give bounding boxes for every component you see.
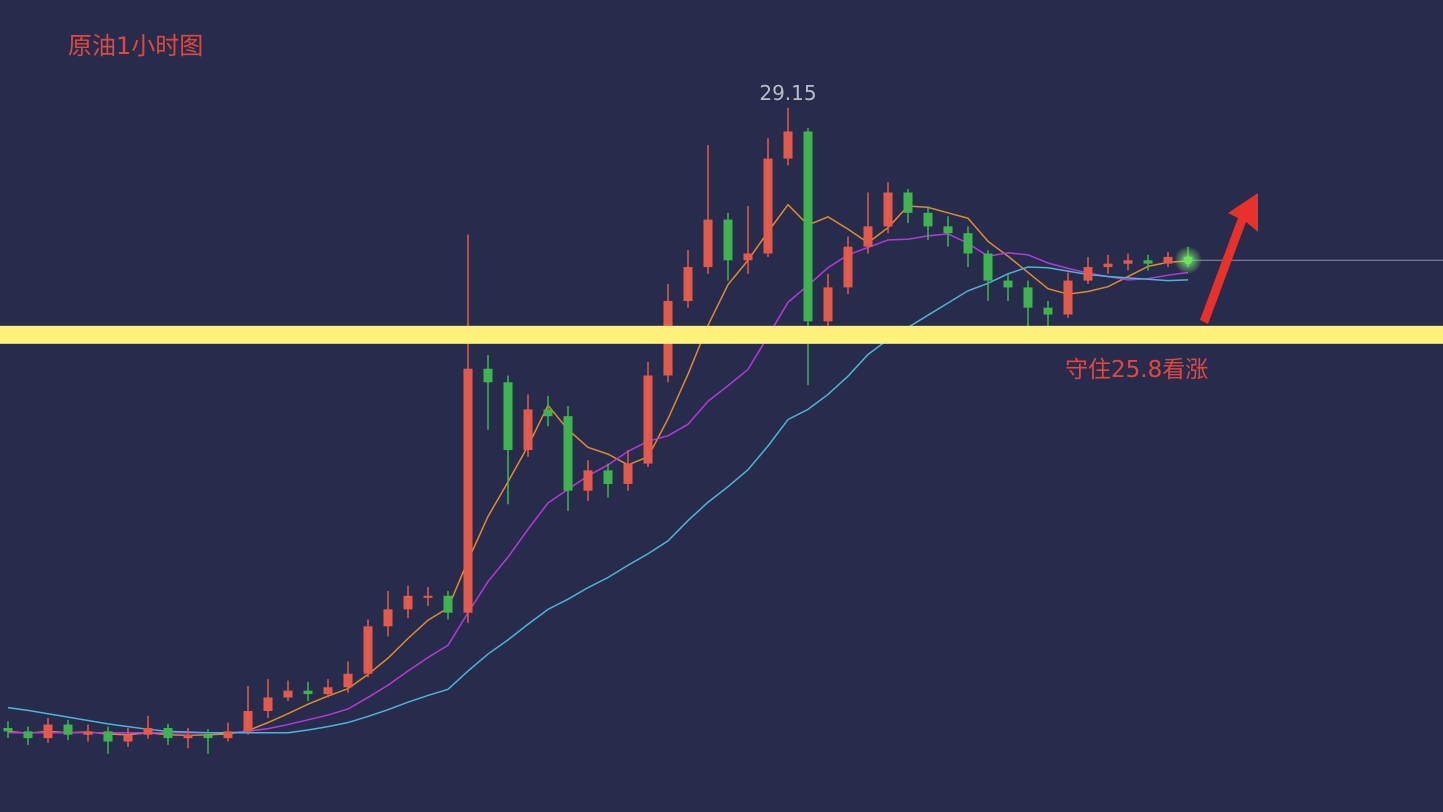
annotation: 守住25.8看涨 [1065, 357, 1208, 383]
candle-body [163, 727, 173, 739]
candle-body [223, 731, 233, 739]
candle-body [1123, 260, 1133, 264]
candle-body [963, 233, 973, 254]
candle-body [723, 219, 733, 261]
candle-body [203, 734, 213, 739]
chart-title: 原油1小时图 [68, 32, 203, 60]
candle-body [683, 267, 693, 301]
plot: 29.15 [0, 81, 1443, 754]
candle-body [303, 690, 313, 695]
candle-body [423, 595, 433, 598]
candle-body [1063, 280, 1073, 315]
support-line [0, 325, 1443, 344]
candle-body [883, 192, 893, 227]
candle-body [923, 212, 933, 227]
candle-body [1083, 267, 1093, 281]
candle-body [1023, 287, 1033, 308]
candle-body [43, 724, 53, 739]
candle-body [703, 219, 713, 268]
candle-body [903, 192, 913, 213]
candle-body [463, 368, 473, 613]
moving-average-line [7, 266, 1189, 734]
candle-body [503, 382, 513, 451]
last-price-dot [1184, 256, 1192, 265]
candle-body [523, 409, 533, 451]
candle-body [23, 731, 33, 739]
candle-body [3, 727, 13, 732]
candle-body [83, 731, 93, 735]
candle-body [123, 734, 133, 742]
candle-body [543, 409, 553, 417]
candle-body [483, 368, 493, 383]
candle-body [983, 253, 993, 281]
candle-body [183, 734, 193, 739]
candle-body [843, 246, 853, 288]
candle-body [1143, 260, 1153, 264]
candle-body [743, 253, 753, 261]
candle-body [383, 609, 393, 627]
arrow [1200, 193, 1258, 324]
candle-body [643, 375, 653, 464]
candle-body [583, 470, 593, 491]
candle-body [103, 731, 113, 742]
candle-body [803, 131, 813, 322]
candle-body [943, 226, 953, 234]
candle-body [263, 697, 273, 712]
candle-body [1163, 256, 1173, 264]
candle-body [343, 673, 353, 688]
candle-body [283, 690, 293, 698]
candle-body [1043, 307, 1053, 315]
candle-body [563, 416, 573, 491]
candle-body [403, 595, 413, 610]
candle-body [1103, 263, 1113, 268]
candle-body [603, 470, 613, 484]
candle-body [823, 287, 833, 322]
peak-label: 29.15 [759, 81, 816, 105]
candle-body [363, 626, 373, 674]
candle-body [783, 131, 793, 159]
candle-body [63, 724, 73, 735]
candle-body [443, 595, 453, 613]
candle-body [623, 463, 633, 484]
candle-body [243, 711, 253, 732]
candle-body [1003, 280, 1013, 288]
candle-body [143, 727, 153, 735]
candle-body [323, 687, 333, 695]
candle-body [763, 158, 773, 254]
candle-body [863, 226, 873, 247]
